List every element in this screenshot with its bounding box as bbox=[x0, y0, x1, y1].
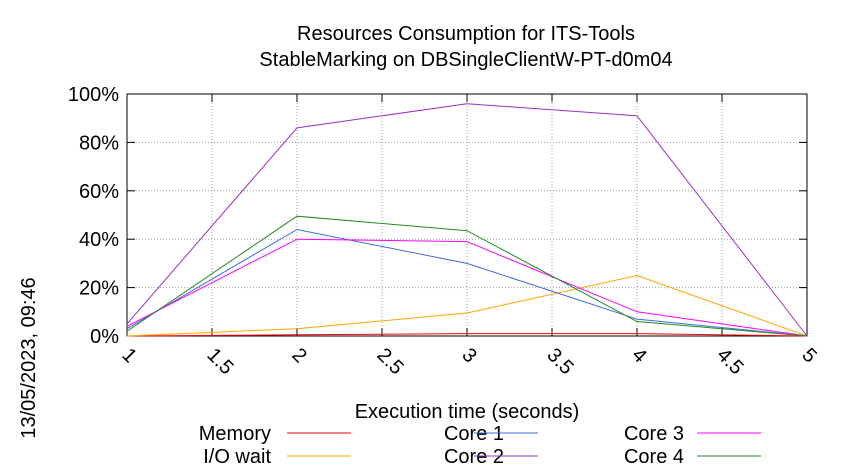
series-line-core-1 bbox=[126, 228, 808, 337]
x-tick-label: 3.5 bbox=[542, 344, 577, 379]
timestamp-label: 13/05/2023, 09:46 bbox=[18, 277, 40, 438]
y-tick-label: 0% bbox=[90, 326, 119, 348]
legend-label: Memory bbox=[199, 423, 271, 445]
legend-label: I/O wait bbox=[203, 446, 271, 468]
legend-label: Core 3 bbox=[624, 423, 684, 445]
x-tick-label: 4.5 bbox=[712, 344, 747, 379]
y-axis: 0% 20% 40% 60% 80% 100% bbox=[68, 84, 807, 348]
x-tick-label: 5 bbox=[797, 344, 820, 367]
grid bbox=[127, 94, 807, 336]
series-line-core-4 bbox=[126, 215, 808, 337]
x-tick-label: 4 bbox=[627, 344, 650, 367]
series-line-core-2 bbox=[126, 103, 808, 337]
x-axis-label: Execution time (seconds) bbox=[355, 401, 580, 423]
legend-label: Core 1 bbox=[444, 423, 504, 445]
legend-label: Core 4 bbox=[624, 446, 684, 468]
legend-label: Core 2 bbox=[444, 446, 504, 468]
y-tick-label: 60% bbox=[79, 181, 119, 203]
x-tick-label: 2.5 bbox=[372, 344, 407, 379]
series-line-core-3 bbox=[126, 238, 808, 337]
y-tick-label: 40% bbox=[79, 229, 119, 251]
x-tick-label: 1.5 bbox=[202, 344, 237, 379]
series-line-memory bbox=[126, 333, 808, 337]
y-tick-label: 20% bbox=[79, 278, 119, 300]
chart-title-line2: StableMarking on DBSingleClientW-PT-d0m0… bbox=[259, 49, 672, 71]
x-tick-label: 3 bbox=[457, 344, 480, 367]
y-tick-label: 80% bbox=[79, 132, 119, 154]
chart-title-line1: Resources Consumption for ITS-Tools bbox=[297, 23, 635, 45]
x-tick-label: 2 bbox=[287, 344, 310, 367]
series-lines bbox=[126, 103, 808, 337]
x-tick-label: 1 bbox=[117, 344, 140, 367]
series-line-i-o-wait bbox=[126, 274, 808, 337]
y-tick-label: 100% bbox=[68, 84, 119, 106]
